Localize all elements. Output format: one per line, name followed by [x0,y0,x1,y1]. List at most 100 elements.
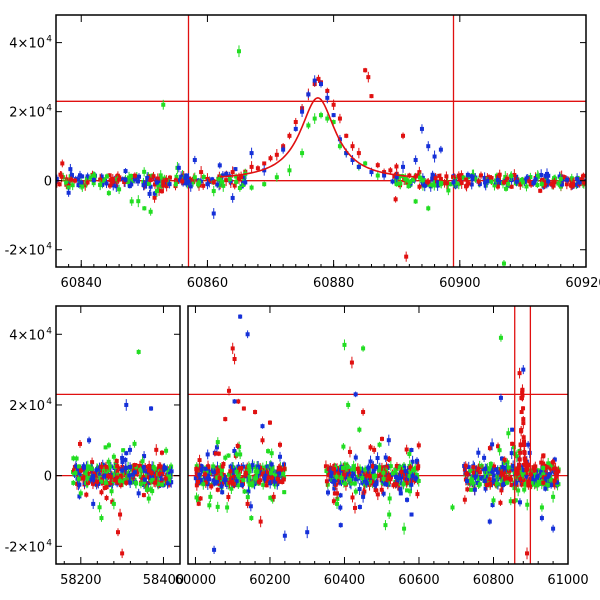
bottom-season-point-red [95,475,100,488]
bottom-season-point-red [404,478,409,488]
top-point-blue [514,177,519,187]
bottom-season-point-green [234,450,239,459]
top-point-red [148,177,153,183]
bottom-point-red [526,462,531,468]
bottom-x-tick-label: 58200 [60,573,101,588]
bottom-point-blue [368,455,373,468]
bottom-season-point-red [508,476,513,483]
bottom-x-tick-label: 60800 [473,573,514,588]
bottom-season-point-blue [353,453,358,462]
top-point-red [404,251,409,262]
bottom-season-point-blue [364,478,369,489]
bottom-season-point-green [253,472,258,484]
bottom-season-point-green [407,449,412,459]
bottom-event-point [518,442,523,448]
bottom-season-point-red [158,462,163,471]
bottom-season-point-green [242,488,247,494]
bottom-season-point-red [213,451,218,456]
top-y-tick-label: 4×10 [9,37,45,52]
bottom-point-red [223,416,228,422]
top-point-green [129,196,134,206]
bottom-season-point-red [526,476,531,487]
bottom-season-point-red [258,475,263,486]
top-y-tick-label: 2×10 [9,106,45,121]
bottom-season-point-blue [338,492,343,498]
top-baseline-point-blue [575,173,580,185]
bottom-season-point-green [523,481,528,487]
top-baseline-point-blue [486,176,491,186]
top-baseline-point-red [58,171,63,179]
top-point-blue [123,176,128,183]
top-point-blue [154,179,159,186]
bottom-season-point-blue [490,466,495,478]
top-baseline-point-blue [498,179,503,185]
bottom-season-point-red [115,474,120,482]
bottom-season-point-green [97,502,102,513]
bottom-event-point [519,410,524,415]
top-point-green [236,45,241,58]
bottom-season-point-green [401,480,406,489]
bottom-event-point [520,387,525,394]
bottom-event-point [523,457,528,462]
bottom-season-point-blue [536,473,541,480]
bottom-point-blue [219,482,224,491]
top-point-green [331,119,336,125]
bottom-season-point-red [324,475,329,488]
bottom-season-point-red [153,470,158,481]
bottom-season-point-green [261,480,266,490]
top-point-blue [356,164,361,170]
bottom-season-point-green [266,448,271,454]
bottom-season-point-blue [132,469,137,475]
bottom-season-point-green [549,475,554,485]
bottom-season-point-green [281,471,286,477]
bottom-season-point-red [386,456,391,462]
bottom-season-point-red [347,446,352,458]
bottom-season-point-red [195,479,200,485]
top-point-green [337,142,342,150]
bottom-point-green [78,489,83,498]
bottom-season-point-green [98,479,103,484]
bottom-season-point-red [499,485,504,495]
bottom-point-blue [353,391,358,398]
top-point-blue [319,80,323,88]
top-baseline-point-blue [217,162,222,169]
bottom-season-point-blue [384,482,389,487]
bottom-season-point-blue [482,478,487,484]
bottom-point-red [232,353,237,365]
top-point-green [363,160,368,167]
bottom-season-point-blue [141,464,146,470]
bottom-season-point-red [462,495,467,505]
bottom-point-red [132,462,137,468]
bottom-point-red [502,456,507,464]
top-baseline-point-red [151,171,156,181]
bottom-season-point-red [342,469,347,481]
bottom-season-point-blue [250,459,255,471]
top-point-blue [394,172,399,183]
bottom-season-point-red [509,482,514,488]
bottom-point-red [532,467,537,473]
bottom-season-point-green [152,464,157,473]
bottom-season-point-blue [413,475,418,482]
bottom-point-green [498,333,503,342]
bottom-season-point-red [209,483,214,490]
bottom-y-tick-exponent: 4 [46,397,52,407]
bottom-season-point-green [249,478,254,489]
top-baseline-point-green [106,190,111,197]
bottom-season-point-green [83,469,88,476]
top-y-tick-label: -2×10 [5,244,45,259]
top-baseline-point-green [406,183,411,189]
bottom-season-point-blue [246,486,251,497]
bottom-season-point-blue [511,460,516,472]
top-baseline-point-blue [184,179,189,188]
bottom-season-point-green [506,464,511,471]
top-baseline-point-green [509,171,514,181]
top-baseline-point-red [433,172,438,184]
top-baseline-point-green [88,173,93,182]
top-frame [55,14,587,268]
bottom-point-green [249,515,254,521]
bottom-point-red [124,479,129,486]
top-baseline-point-red [107,182,112,189]
bottom-season-point-blue [220,489,225,495]
bottom-season-point-red [550,458,555,466]
